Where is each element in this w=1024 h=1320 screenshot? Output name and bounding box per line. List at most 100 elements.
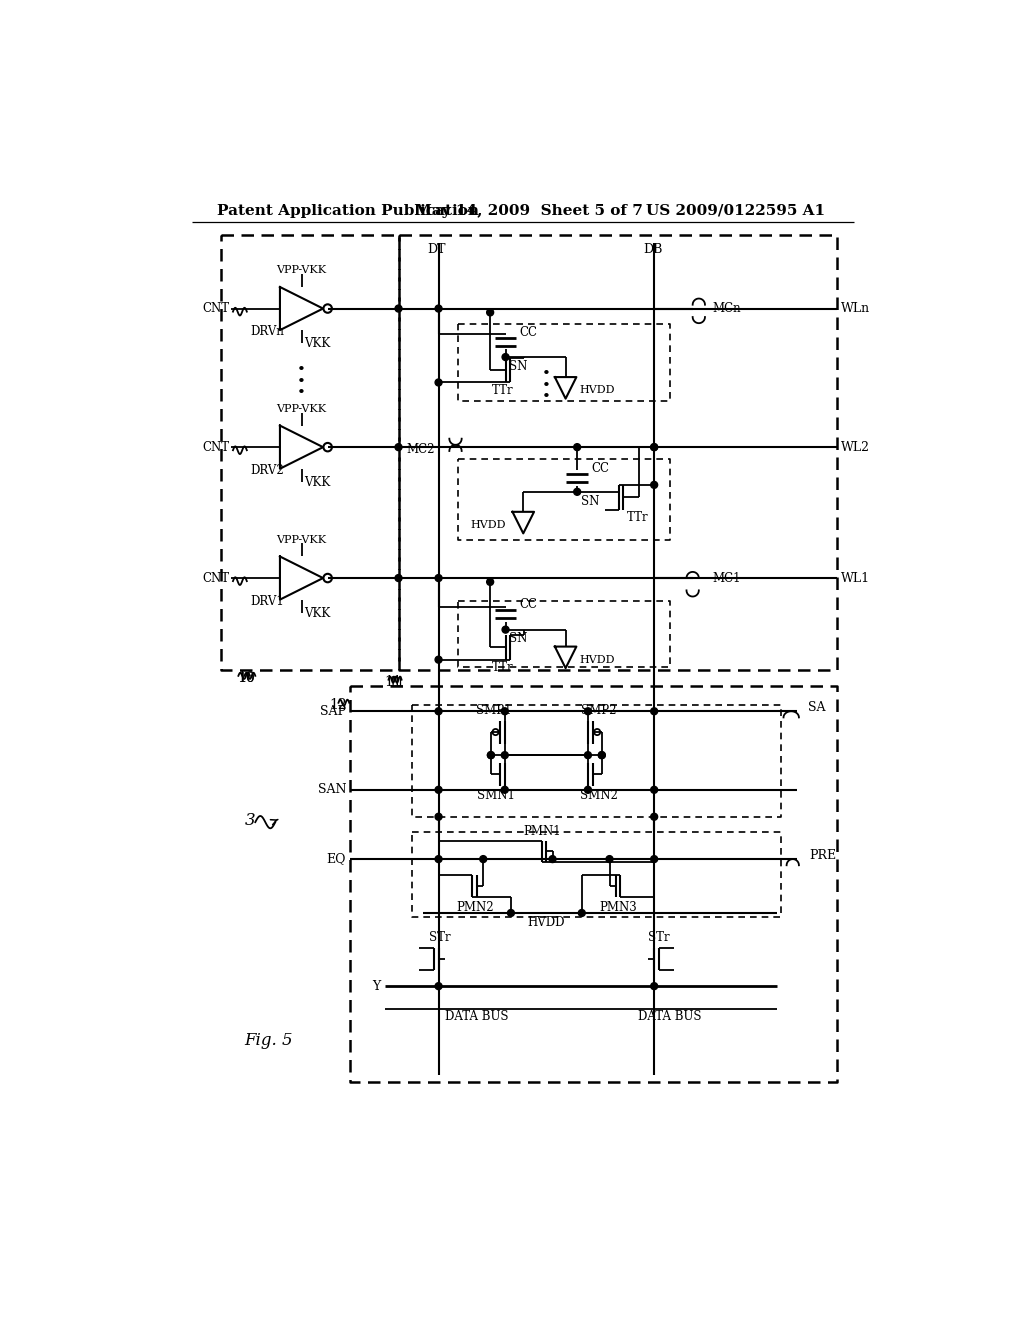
Text: DB: DB: [643, 243, 663, 256]
Text: TTr: TTr: [492, 661, 513, 675]
Text: HVDD: HVDD: [527, 916, 565, 929]
Text: SA: SA: [808, 701, 825, 714]
Circle shape: [502, 708, 508, 714]
Circle shape: [502, 787, 508, 793]
Text: Patent Application Publication: Patent Application Publication: [217, 203, 479, 218]
Text: 10: 10: [239, 672, 255, 685]
Text: SN: SN: [509, 632, 527, 645]
Circle shape: [395, 574, 402, 582]
Circle shape: [549, 855, 556, 862]
Circle shape: [435, 813, 442, 820]
Text: SN: SN: [581, 495, 599, 508]
Text: DRV2: DRV2: [250, 463, 284, 477]
Circle shape: [395, 444, 402, 450]
Circle shape: [486, 578, 494, 585]
Text: VPP-VKK: VPP-VKK: [276, 535, 327, 545]
Circle shape: [435, 379, 442, 385]
Text: CNT: CNT: [202, 441, 229, 454]
Circle shape: [573, 488, 581, 495]
Text: CC: CC: [519, 598, 538, 611]
Circle shape: [585, 708, 592, 714]
Text: VKK: VKK: [304, 607, 331, 620]
Text: PMN1: PMN1: [523, 825, 561, 838]
Text: 11: 11: [388, 676, 406, 689]
Text: DRVn: DRVn: [250, 325, 284, 338]
Text: Y: Y: [372, 979, 380, 993]
Text: WLn: WLn: [841, 302, 869, 315]
Circle shape: [395, 305, 402, 312]
Text: •: •: [542, 379, 551, 392]
Circle shape: [585, 751, 592, 759]
Circle shape: [435, 787, 442, 793]
Text: SAP: SAP: [321, 705, 346, 718]
Circle shape: [606, 855, 613, 862]
Text: CC: CC: [519, 326, 538, 339]
Text: •: •: [297, 375, 306, 388]
Text: •: •: [542, 367, 551, 381]
Text: 3: 3: [245, 812, 255, 829]
Circle shape: [435, 305, 442, 312]
Circle shape: [585, 787, 592, 793]
Text: VKK: VKK: [304, 338, 331, 351]
Circle shape: [650, 444, 657, 450]
Text: PMN3: PMN3: [599, 902, 637, 915]
Circle shape: [502, 354, 509, 360]
Text: Fig. 5: Fig. 5: [245, 1031, 293, 1048]
Circle shape: [435, 855, 442, 862]
Text: SMP2: SMP2: [581, 704, 616, 717]
Circle shape: [650, 482, 657, 488]
Text: 11: 11: [385, 675, 402, 689]
Text: •: •: [297, 387, 306, 400]
Text: STr: STr: [429, 931, 451, 944]
Circle shape: [650, 813, 657, 820]
Circle shape: [435, 982, 442, 990]
Text: 10: 10: [237, 671, 254, 685]
Text: HVDD: HVDD: [580, 655, 615, 665]
Text: SAN: SAN: [317, 783, 346, 796]
Text: EQ: EQ: [327, 853, 346, 866]
Circle shape: [650, 855, 657, 862]
Text: MC1: MC1: [713, 572, 741, 585]
Circle shape: [650, 708, 657, 714]
Text: DATA BUS: DATA BUS: [638, 1010, 701, 1023]
Text: DT: DT: [428, 243, 446, 256]
Text: PMN2: PMN2: [456, 902, 494, 915]
Text: SMN2: SMN2: [580, 789, 617, 803]
Text: CC: CC: [591, 462, 609, 475]
Text: PRE: PRE: [810, 849, 837, 862]
Circle shape: [435, 708, 442, 714]
Circle shape: [487, 751, 495, 759]
Circle shape: [573, 444, 581, 450]
Circle shape: [435, 574, 442, 582]
Text: CNT: CNT: [202, 572, 229, 585]
Text: HVDD: HVDD: [580, 385, 615, 395]
Circle shape: [508, 909, 514, 916]
Circle shape: [650, 444, 657, 450]
Circle shape: [480, 855, 486, 862]
Text: VKK: VKK: [304, 477, 331, 490]
Text: TTr: TTr: [492, 384, 513, 397]
Text: CNT: CNT: [202, 302, 229, 315]
Text: SMN1: SMN1: [477, 789, 515, 803]
Circle shape: [598, 751, 605, 759]
Text: DRV1: DRV1: [250, 594, 284, 607]
Text: WL2: WL2: [841, 441, 869, 454]
Text: VPP-VKK: VPP-VKK: [276, 265, 327, 275]
Text: MC2: MC2: [407, 444, 435, 455]
Text: STr: STr: [648, 931, 670, 944]
Text: DATA BUS: DATA BUS: [445, 1010, 509, 1023]
Text: •: •: [297, 363, 306, 378]
Text: TTr: TTr: [628, 511, 649, 524]
Text: 12: 12: [330, 698, 347, 711]
Text: •: •: [542, 391, 551, 404]
Circle shape: [579, 909, 586, 916]
Circle shape: [650, 787, 657, 793]
Text: WL1: WL1: [841, 572, 869, 585]
Text: VPP-VKK: VPP-VKK: [276, 404, 327, 413]
Circle shape: [486, 309, 494, 315]
Text: HVDD: HVDD: [471, 520, 506, 529]
Text: SMP1: SMP1: [476, 704, 512, 717]
Text: May 14, 2009  Sheet 5 of 7: May 14, 2009 Sheet 5 of 7: [416, 203, 643, 218]
Text: SN: SN: [509, 360, 527, 372]
Circle shape: [502, 626, 509, 634]
